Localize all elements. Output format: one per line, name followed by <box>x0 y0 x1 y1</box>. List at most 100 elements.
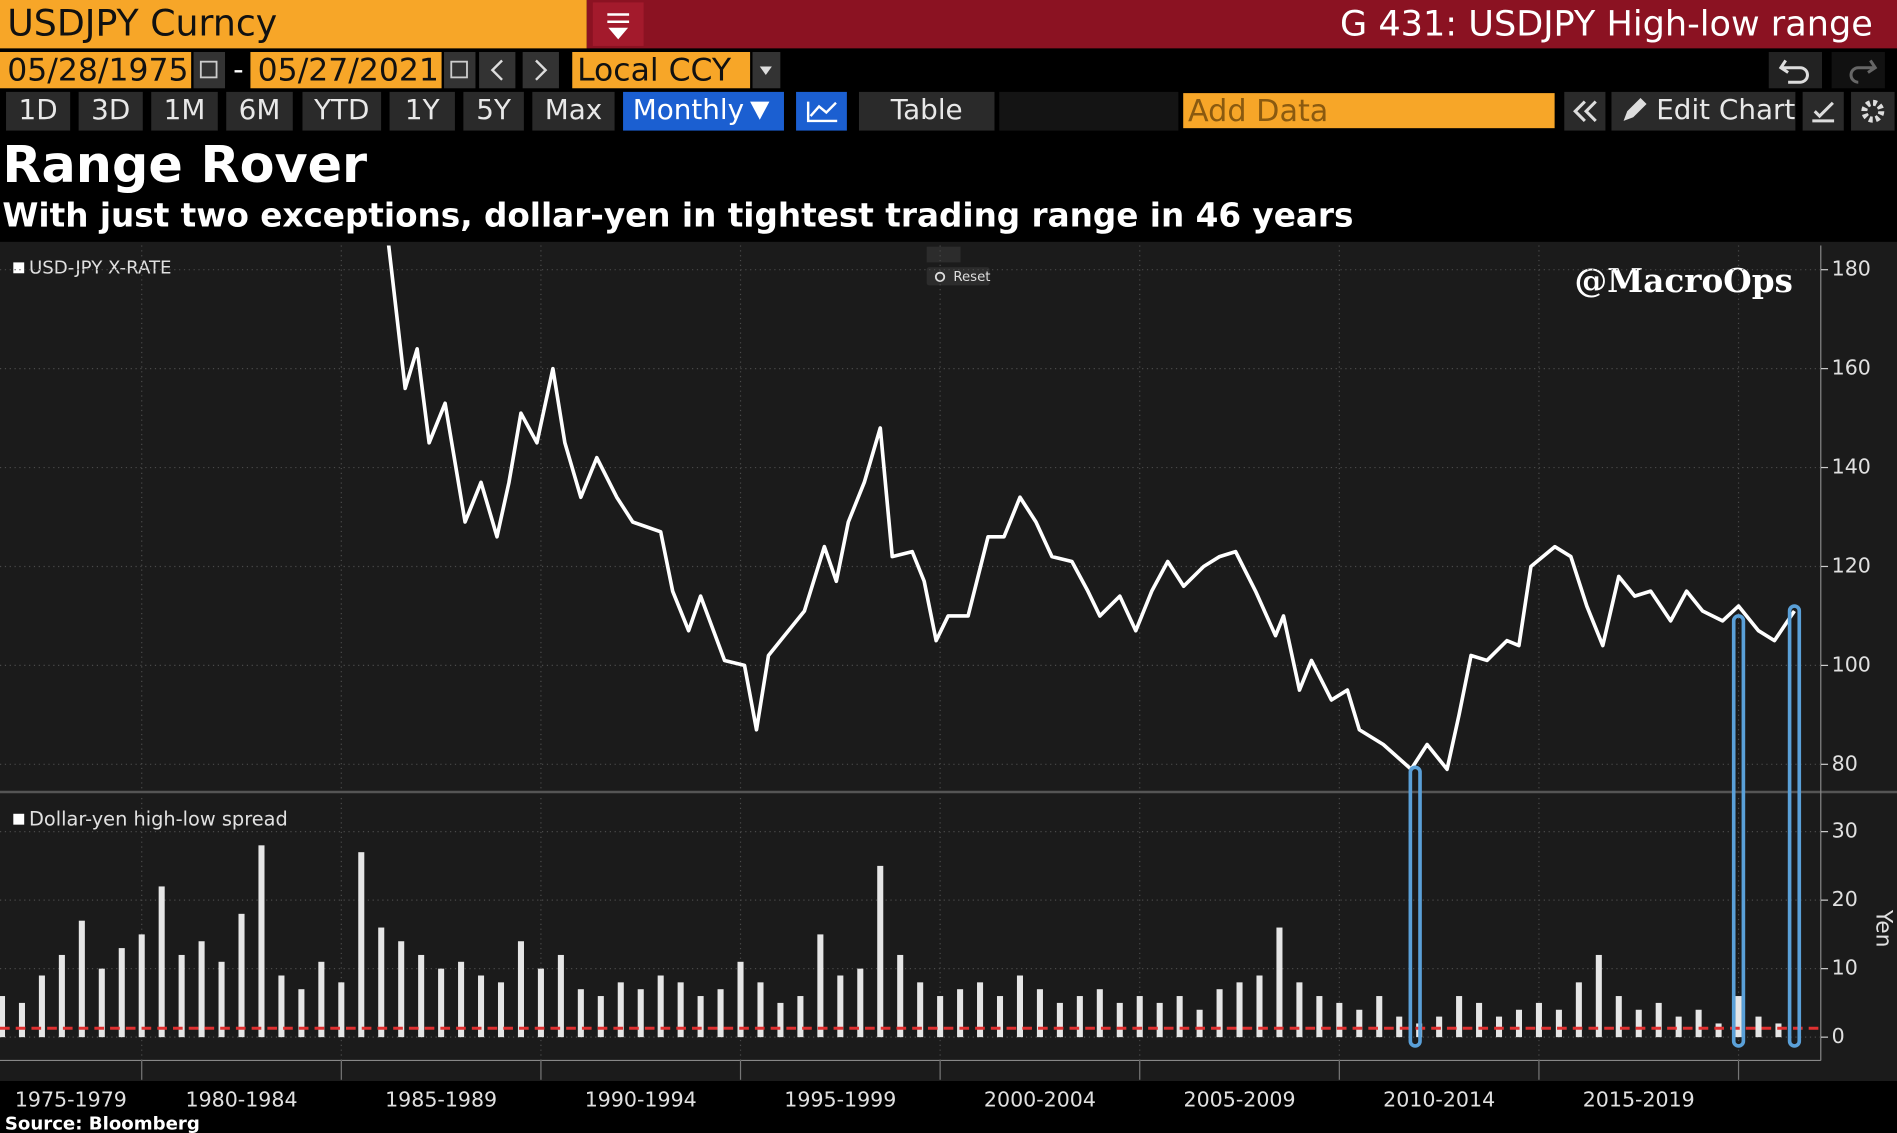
spread-bar <box>1056 1002 1063 1038</box>
spread-bar <box>298 989 305 1038</box>
spread-bar <box>1755 1016 1762 1038</box>
spread-bar <box>1336 1002 1343 1038</box>
spread-bar <box>0 996 6 1038</box>
chart-type-icon <box>806 101 838 123</box>
security-box[interactable] <box>0 0 587 49</box>
spread-bar <box>478 975 485 1038</box>
pencil-icon <box>1623 97 1647 121</box>
spread-bar <box>1535 1002 1542 1038</box>
spread-bar <box>1216 989 1223 1038</box>
spread-bar <box>378 927 385 1038</box>
spread-bar <box>837 975 844 1038</box>
period-label: Max <box>545 93 602 126</box>
period-button[interactable] <box>302 91 382 131</box>
chart-type-button[interactable] <box>796 91 847 131</box>
prev-button[interactable] <box>479 51 516 89</box>
y-tick-label: 120 <box>1832 553 1871 577</box>
period-button[interactable] <box>532 91 615 131</box>
spread-bar <box>118 948 125 1038</box>
spread-bar <box>877 865 884 1038</box>
spread-bar <box>1116 1002 1123 1038</box>
title-bar <box>586 0 1897 49</box>
period-button[interactable] <box>151 91 218 131</box>
table-button[interactable] <box>858 91 995 131</box>
prev-icon <box>490 59 503 81</box>
edit-chart-button[interactable] <box>1611 91 1796 131</box>
settings-icon <box>1861 99 1885 123</box>
period-button[interactable] <box>389 91 455 131</box>
x-tick-label: 1980-1984 <box>186 1087 298 1111</box>
y-tick-label: 140 <box>1832 455 1871 479</box>
spread-bar <box>1276 927 1283 1038</box>
table: Table <box>890 93 963 126</box>
spread-bar <box>697 996 704 1038</box>
spread-bar <box>1316 996 1323 1038</box>
spread-bar <box>1615 996 1622 1038</box>
period-button[interactable] <box>78 91 143 131</box>
spread-bar <box>1016 975 1023 1038</box>
spread-bar <box>1655 1002 1662 1038</box>
spread-bar <box>98 968 105 1038</box>
menu-icon <box>607 13 630 40</box>
spread-bar <box>38 975 45 1038</box>
edit-chart: Edit Chart <box>1656 93 1795 126</box>
spread-bar <box>1695 1009 1702 1038</box>
period-button[interactable] <box>463 91 524 131</box>
zoom-toggle[interactable] <box>926 246 961 263</box>
spread-bar <box>258 845 265 1038</box>
spread-bar <box>1036 989 1043 1038</box>
price-line <box>386 245 1796 772</box>
spread-bar <box>637 989 644 1038</box>
function-name: G 431: USDJPY High-low range <box>1340 3 1873 44</box>
chart-title: Range Rover <box>2 135 367 194</box>
settings-button[interactable] <box>1851 91 1895 131</box>
x-tick-label: 1995-1999 <box>784 1087 896 1111</box>
end-date[interactable] <box>250 51 442 89</box>
period-button[interactable] <box>6 91 71 131</box>
date-separator: - <box>233 52 243 86</box>
calendar-button[interactable] <box>193 51 226 89</box>
legend-swatch <box>13 813 25 825</box>
spread-bar <box>78 920 85 1038</box>
spread-bar <box>597 996 604 1038</box>
spread-bar <box>1356 1009 1363 1038</box>
plot: 80 100 120 140 160 180 0 10 20 30 1975-1979 1980-19… <box>0 245 1871 1111</box>
spread-bar <box>1096 989 1103 1038</box>
y-tick-label: 0 <box>1832 1024 1845 1048</box>
add-data-input[interactable] <box>1183 93 1555 129</box>
menu-button[interactable] <box>592 2 644 46</box>
spread-bar <box>677 982 684 1038</box>
toolbar-spacer <box>999 91 1179 131</box>
y-tick-label: 20 <box>1832 887 1858 911</box>
frequency: Monthly <box>633 93 744 126</box>
spread-bar <box>996 996 1004 1038</box>
spread-bar <box>178 954 185 1038</box>
spread-bar <box>977 982 984 1038</box>
next-icon <box>535 59 548 81</box>
undo-icon <box>1778 59 1809 84</box>
spread-bar <box>1635 1009 1642 1038</box>
spread-panel <box>0 845 1821 1038</box>
y-tick-label: 100 <box>1832 652 1871 676</box>
highlight <box>1787 604 1802 1048</box>
spread-bar <box>318 961 325 1038</box>
spread-bar <box>1296 982 1303 1038</box>
spread-bar <box>418 954 425 1038</box>
period-label: 6M <box>239 93 281 126</box>
spread-bar <box>138 934 145 1038</box>
spread-bar <box>1136 996 1143 1038</box>
spread-bar <box>797 996 804 1038</box>
start-date[interactable] <box>0 51 192 89</box>
period-button[interactable] <box>226 91 293 131</box>
spread-bar <box>1555 1009 1562 1038</box>
spread-bar <box>777 1002 784 1038</box>
spread-bar <box>817 934 824 1038</box>
currency-box[interactable] <box>572 51 751 89</box>
spread-bar <box>617 982 624 1038</box>
spread-bar <box>577 989 584 1038</box>
spread-bar <box>937 996 944 1038</box>
calendar-button[interactable] <box>444 51 476 89</box>
y-axis-label: Yen <box>1870 909 1895 948</box>
next-button[interactable] <box>522 51 559 89</box>
y-tick-label: 180 <box>1832 257 1871 281</box>
